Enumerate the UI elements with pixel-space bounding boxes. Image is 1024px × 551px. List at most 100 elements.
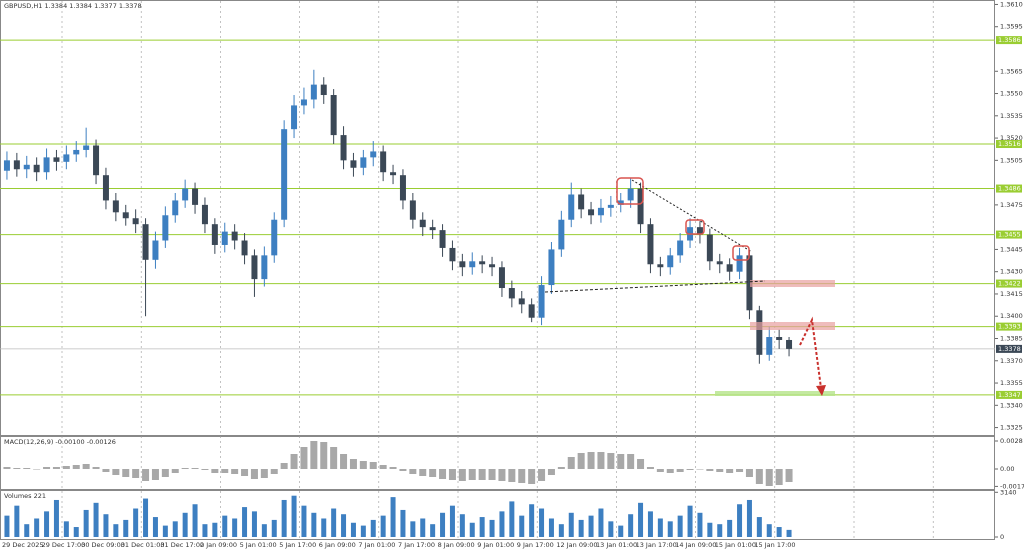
candle-body (597, 207, 604, 216)
y-tick-label: 1.3550 (1000, 90, 1023, 98)
candle-body (578, 194, 585, 210)
candle-body (736, 255, 743, 272)
candle-body (83, 145, 90, 150)
macd-bar (627, 454, 635, 469)
macd-bar (726, 469, 734, 473)
level-tag (996, 140, 1022, 149)
macd-bar (181, 468, 189, 469)
chart-title: GBPUSD,H1 1.3384 1.3384 1.3377 1.3378 (4, 2, 142, 10)
candle-body (766, 337, 773, 355)
volume-bar (618, 525, 624, 537)
macd-bar (250, 469, 258, 479)
volume-bar (687, 505, 693, 537)
candle-body (607, 204, 614, 208)
volume-bar (242, 507, 248, 537)
volume-bar (697, 512, 703, 537)
macd-bar (696, 469, 704, 470)
volume-bar (667, 521, 673, 537)
macd-bar (409, 469, 417, 474)
macd-bar (686, 469, 694, 470)
volume-bar (103, 514, 109, 537)
macd-bar (92, 467, 100, 469)
candle-body (201, 204, 208, 225)
resistance-zone (750, 280, 835, 287)
candle-body (43, 157, 50, 173)
y-tick-label: 1.3520 (1000, 134, 1023, 142)
candle-body (142, 224, 149, 260)
macd-bar (716, 469, 724, 472)
y-tick-label: 1.3415 (1000, 290, 1023, 298)
x-tick-label: 5 Jan 17:00 (279, 541, 316, 549)
y-tick-label: 1.3445 (1000, 245, 1023, 253)
highlight-box (616, 177, 644, 205)
volume-bar (360, 525, 366, 537)
x-tick-label: 30 Dec 09:00 (81, 541, 125, 549)
candle-body (241, 240, 248, 256)
y-tick-label: 1.3505 (1000, 156, 1023, 164)
candle-body (271, 219, 278, 256)
highlight-box (685, 219, 705, 235)
macd-bar (23, 468, 31, 469)
volume-bar (568, 512, 574, 537)
macd-bar (498, 469, 506, 481)
macd-bar (656, 469, 664, 472)
volume-bar (321, 518, 327, 537)
macd-bar (577, 453, 585, 469)
volume-bar (509, 501, 515, 537)
candle-body (23, 164, 30, 170)
x-tick-label: 15 Jan 01:00 (715, 541, 756, 549)
volume-bar (380, 515, 386, 537)
macd-bar (567, 457, 575, 469)
volume-bar (707, 522, 713, 537)
volume-bar (123, 519, 129, 537)
candle-body (498, 267, 505, 289)
candle-body (291, 105, 298, 130)
candle-body (350, 160, 357, 168)
volume-bar (420, 518, 426, 537)
candle-body (657, 264, 664, 268)
candle-body (132, 218, 139, 225)
x-tick-label: 13 Jan 17:00 (636, 541, 677, 549)
macd-bar (349, 459, 357, 469)
resistance-zone (750, 322, 835, 330)
macd-bar (82, 464, 90, 469)
volume-bar (440, 512, 446, 537)
macd-bar (785, 469, 793, 482)
volume-bar (647, 511, 653, 537)
volume-bar (390, 497, 396, 537)
volume-label: Volumes 221 (4, 492, 46, 500)
candle-body (162, 215, 169, 241)
volume-panel (0, 490, 995, 540)
volume-bar (628, 514, 634, 537)
candle-body (459, 261, 466, 268)
forecast-arrow (799, 316, 822, 389)
level-label: 1.3422 (998, 280, 1021, 288)
candle-body (281, 129, 288, 220)
volume-bar (152, 517, 158, 537)
level-label: 1.3586 (998, 36, 1021, 44)
trend-line (544, 280, 766, 293)
price-panel (0, 0, 995, 436)
candle-body (340, 135, 347, 161)
price-label: 1.3378 (998, 345, 1021, 353)
macd-bar (666, 469, 674, 473)
volume-bar (271, 519, 277, 537)
macd-bar (102, 469, 110, 472)
candle-body (399, 175, 406, 201)
volume-bar (350, 522, 356, 537)
macd-bar (62, 466, 70, 469)
candle-body (429, 227, 436, 231)
target-zone (715, 391, 835, 396)
macd-bar (676, 469, 684, 472)
macd-bar (290, 454, 298, 469)
volume-bar (499, 511, 505, 537)
macd-bar (72, 465, 80, 469)
volume-bar (311, 512, 317, 537)
macd-bar (775, 469, 783, 485)
volume-bar (489, 519, 495, 537)
candle-body (786, 339, 793, 349)
candle-body (73, 149, 80, 155)
volume-bar (598, 508, 604, 537)
macd-bar (211, 469, 219, 473)
macd-bar (765, 469, 773, 486)
